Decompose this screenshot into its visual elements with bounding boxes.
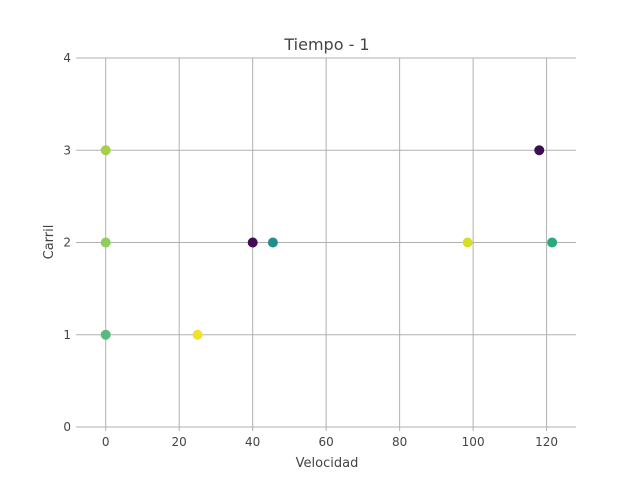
data-point <box>247 237 258 248</box>
x-tick-label: 120 <box>535 435 558 449</box>
data-point <box>100 145 111 156</box>
x-tick-label: 20 <box>172 435 187 449</box>
data-point <box>100 237 111 248</box>
x-tick-label: 80 <box>392 435 407 449</box>
data-point <box>100 329 111 340</box>
data-point <box>534 145 545 156</box>
y-axis-label: Carril <box>42 225 57 260</box>
x-tick-label: 100 <box>462 435 485 449</box>
chart-title: Tiempo - 1 <box>283 35 369 54</box>
data-point <box>192 329 203 340</box>
grid <box>80 57 576 428</box>
x-tick-label: 60 <box>319 435 334 449</box>
data-points <box>100 145 558 340</box>
y-tick-label: 4 <box>63 51 71 65</box>
data-point <box>267 237 278 248</box>
x-tick-label: 40 <box>245 435 260 449</box>
x-axis-label: Velocidad <box>296 456 359 471</box>
y-tick-label: 3 <box>63 143 71 157</box>
y-tick-label: 0 <box>63 420 71 434</box>
data-point <box>462 237 473 248</box>
tick-labels: 0 20 40 60 80 100 120 0 1 2 3 4 <box>63 51 558 449</box>
y-tick-label: 1 <box>63 328 71 342</box>
x-tick-label: 0 <box>102 435 110 449</box>
y-tick-label: 2 <box>63 236 71 250</box>
data-point <box>547 237 558 248</box>
